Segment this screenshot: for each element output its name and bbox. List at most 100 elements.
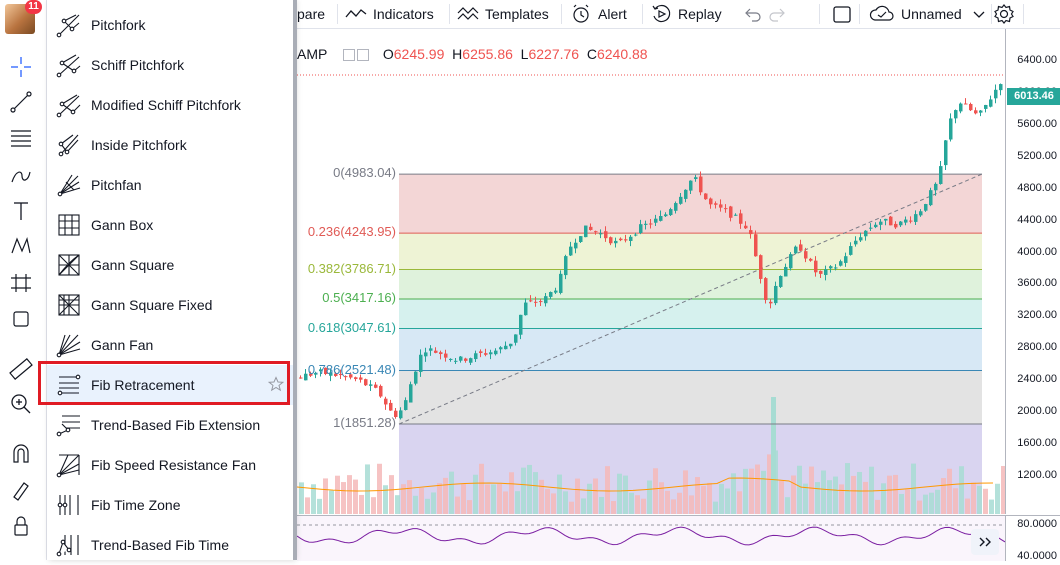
menu-item-trend-based-fib-time[interactable]: Trend-Based Fib Time — [47, 525, 294, 565]
volume-bar — [539, 479, 544, 514]
lock-icon[interactable] — [6, 512, 36, 540]
price-tick-label: 4400.00 — [1017, 213, 1057, 226]
volume-bar — [611, 501, 616, 514]
price-chart[interactable] — [297, 29, 1005, 514]
menu-item-fib-time-zone[interactable]: Fib Time Zone — [47, 485, 294, 525]
legend-eye-icon[interactable] — [342, 49, 355, 62]
menu-item-trend-based-fib-extension[interactable]: Trend-Based Fib Extension — [47, 405, 294, 445]
text-tool-icon[interactable] — [6, 197, 36, 225]
candle-body — [684, 189, 688, 199]
menu-item-pitchfan[interactable]: Pitchfan — [47, 165, 294, 205]
volume-bar — [989, 499, 994, 514]
layout-toggle-button[interactable] — [832, 0, 852, 28]
candle-body — [404, 400, 408, 410]
candle-body — [349, 374, 353, 378]
volume-bar — [929, 492, 934, 514]
save-layout-button[interactable]: Unnamed — [869, 0, 986, 28]
replay-button[interactable]: Replay — [650, 0, 722, 28]
volume-bar — [395, 495, 400, 514]
fib-time-zone-icon — [57, 495, 79, 515]
menu-item-label: Gann Square Fixed — [91, 297, 213, 313]
volume-bar — [803, 483, 808, 514]
candle-body — [779, 275, 783, 287]
menu-scrollbar[interactable] — [293, 0, 297, 560]
candle-body — [724, 208, 728, 210]
menu-item-schiff-pitchfork[interactable]: Schiff Pitchfork — [47, 45, 294, 85]
fib-level-label: 0.618(3047.61) — [307, 319, 396, 335]
volume-bar — [359, 494, 364, 514]
candle-body — [424, 352, 428, 357]
menu-item-gann-square[interactable]: Gann Square — [47, 245, 294, 285]
volume-bar — [521, 467, 526, 514]
candle-body — [504, 345, 508, 350]
oscillator-scale[interactable]: 80.0000 40.0000 — [1005, 515, 1060, 562]
volume-bar — [881, 483, 886, 514]
volume-bar — [767, 454, 772, 514]
toolbar-divider — [642, 4, 643, 24]
fib-tools-icon[interactable] — [6, 124, 36, 152]
price-tick-label: 3600.00 — [1017, 277, 1057, 290]
draw-mode-icon[interactable] — [6, 476, 36, 504]
scroll-to-realtime-button[interactable] — [971, 529, 999, 555]
volume-bar — [809, 466, 814, 514]
volume-bar — [995, 483, 1000, 514]
templates-button[interactable]: Templates — [457, 0, 549, 28]
menu-item-gann-square-fixed[interactable]: Gann Square Fixed — [47, 285, 294, 325]
candle-body — [739, 213, 743, 224]
settings-button[interactable] — [993, 0, 1015, 28]
volume-bar — [821, 470, 826, 514]
pattern-icon[interactable] — [6, 232, 36, 260]
candle-body — [839, 261, 843, 266]
legend-settings-icon[interactable] — [356, 49, 369, 62]
volume-bar — [719, 483, 724, 514]
candle-body — [709, 198, 713, 205]
menu-item-gann-fan[interactable]: Gann Fan — [47, 325, 294, 365]
candle-body — [859, 237, 863, 241]
main-chart-pane[interactable]: AMP O6245.99 H6255.86 L6227.76 C6240.88 … — [297, 29, 1005, 514]
candle-body — [474, 353, 478, 360]
price-scale[interactable]: 6400.006000.005600.005200.004800.004400.… — [1005, 29, 1060, 514]
favorite-star-icon[interactable] — [268, 376, 284, 392]
menu-item-fib-speed-resistance-fan[interactable]: Fib Speed Resistance Fan — [47, 445, 294, 485]
oscillator-pane[interactable] — [297, 515, 1005, 561]
volume-bar — [635, 495, 640, 514]
menu-item-fib-retracement[interactable]: Fib Retracement — [47, 365, 294, 405]
undo-button[interactable] — [743, 0, 761, 28]
prediction-icon[interactable] — [6, 269, 36, 297]
redo-button[interactable] — [769, 0, 787, 28]
candle-body — [914, 214, 918, 222]
volume-bar — [593, 478, 598, 514]
shapes-icon[interactable] — [6, 305, 36, 333]
volume-bar — [491, 484, 496, 514]
menu-item-modified-schiff-pitchfork[interactable]: Modified Schiff Pitchfork — [47, 85, 294, 125]
volume-bar — [1001, 465, 1005, 514]
menu-item-gann-box[interactable]: Gann Box — [47, 205, 294, 245]
candle-body — [589, 226, 593, 230]
menu-item-inside-pitchfork[interactable]: Inside Pitchfork — [47, 125, 294, 165]
crosshair-icon[interactable] — [6, 53, 36, 81]
ruler-icon[interactable] — [6, 355, 36, 383]
fib-trend-line — [398, 173, 983, 425]
candle-body — [744, 225, 748, 229]
trend-line-icon[interactable] — [6, 88, 36, 116]
volume-bar — [527, 464, 532, 514]
brush-icon[interactable] — [6, 161, 36, 189]
volume-bar — [467, 500, 472, 514]
magnet-icon[interactable] — [6, 440, 36, 468]
volume-bar — [839, 484, 844, 514]
volume-bar — [569, 501, 574, 514]
fib-zone-fill — [399, 233, 982, 270]
cloud-check-icon — [869, 5, 894, 21]
candle-body — [449, 358, 453, 360]
volume-bar — [737, 491, 742, 514]
alert-button[interactable]: Alert — [570, 0, 627, 28]
menu-item-label: Pitchfork — [91, 17, 146, 33]
indicators-button[interactable]: Indicators — [345, 0, 434, 28]
highlight-box — [38, 361, 290, 405]
zoom-in-icon[interactable] — [6, 390, 36, 418]
volume-bar — [779, 480, 784, 514]
compare-button[interactable]: pare — [297, 6, 326, 22]
volume-bar — [965, 498, 970, 514]
candle-body — [329, 372, 333, 376]
menu-item-pitchfork[interactable]: Pitchfork — [47, 5, 294, 45]
